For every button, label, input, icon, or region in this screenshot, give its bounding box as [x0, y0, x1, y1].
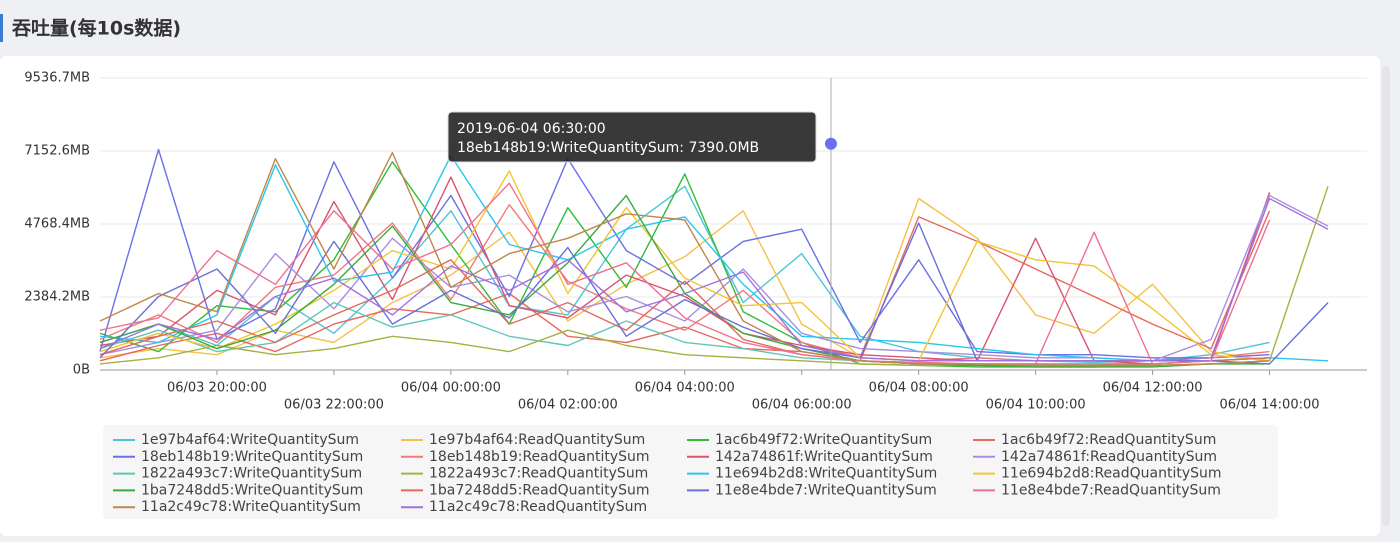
series-line: [99, 186, 1329, 368]
legend-label: 142a74861f:WriteQuantitySum: [715, 449, 933, 465]
legend-label: 1ac6b49f72:ReadQuantitySum: [1001, 432, 1216, 448]
y-tick-label: 4768.4MB: [24, 216, 90, 231]
legend-label: 142a74861f:ReadQuantitySum: [1001, 449, 1217, 465]
header-bg: [0, 0, 1400, 50]
tooltip-point: [824, 137, 837, 150]
series-line: [99, 185, 1270, 363]
x-tick-label: 06/04 14:00:00: [1220, 398, 1320, 413]
legend-label: 18eb148b19:ReadQuantitySum: [429, 449, 650, 465]
legend-label: 11e694b2d8:WriteQuantitySum: [715, 466, 937, 482]
x-tick-label: 06/04 10:00:00: [986, 398, 1086, 413]
legend-label: 1ac6b49f72:WriteQuantitySum: [715, 432, 932, 448]
legend-label: 11a2c49c78:ReadQuantitySum: [429, 499, 647, 515]
x-tick-label: 06/04 04:00:00: [635, 381, 735, 396]
x-tick-label: 06/03 22:00:00: [284, 398, 384, 413]
series-line: [99, 170, 1270, 362]
tooltip-text: 18eb148b19:WriteQuantitySum: 7390.0MB: [457, 140, 759, 156]
tooltip-title: 2019-06-04 06:30:00: [457, 121, 606, 137]
x-tick-label: 06/04 08:00:00: [869, 381, 969, 396]
chart-title: 吞吐量(每10s数据): [12, 17, 181, 40]
legend-label: 1822a493c7:WriteQuantitySum: [141, 466, 362, 482]
legend-label: 11e8e4bde7:ReadQuantitySum: [1001, 482, 1221, 498]
scrollbar: [1382, 66, 1390, 526]
series-line: [99, 259, 1270, 365]
legend-label: 11e694b2d8:ReadQuantitySum: [1001, 466, 1222, 482]
x-tick-label: 06/04 12:00:00: [1103, 381, 1203, 396]
series-line: [99, 210, 1271, 362]
y-tick-label: 7152.6MB: [24, 143, 90, 158]
series-line: [99, 154, 1329, 362]
legend-label: 1e97b4af64:WriteQuantitySum: [141, 432, 359, 448]
legend-label: 18eb148b19:WriteQuantitySum: [141, 449, 363, 465]
legend-label: 1ba7248dd5:ReadQuantitySum: [429, 482, 649, 498]
legend-box: [103, 425, 1278, 519]
x-tick-label: 06/04 02:00:00: [518, 398, 618, 413]
x-tick-label: 06/04 00:00:00: [401, 381, 501, 396]
tooltip-box: [447, 111, 817, 163]
y-tick-label: 0B: [73, 363, 90, 378]
y-tick-label: 9536.7MB: [24, 71, 90, 86]
plot: [99, 148, 1329, 368]
legend-label: 11a2c49c78:WriteQuantitySum: [141, 499, 361, 515]
legend-label: 1822a493c7:ReadQuantitySum: [429, 466, 648, 482]
y-tick-label: 2384.2MB: [24, 289, 90, 304]
series-line: [99, 197, 1270, 362]
panel: [0, 56, 1380, 536]
series-line: [99, 182, 1271, 365]
legend-label: 1ba7248dd5:WriteQuantitySum: [141, 482, 363, 498]
series-line: [99, 151, 1270, 367]
header-accent: [0, 14, 3, 42]
series-line: [99, 176, 1271, 365]
x-tick-label: 06/03 20:00:00: [167, 381, 267, 396]
x-tick-label: 06/04 06:00:00: [752, 398, 852, 413]
legend-label: 1e97b4af64:ReadQuantitySum: [429, 432, 645, 448]
legend-label: 11e8e4bde7:WriteQuantitySum: [715, 482, 937, 498]
series-line: [99, 197, 1329, 362]
